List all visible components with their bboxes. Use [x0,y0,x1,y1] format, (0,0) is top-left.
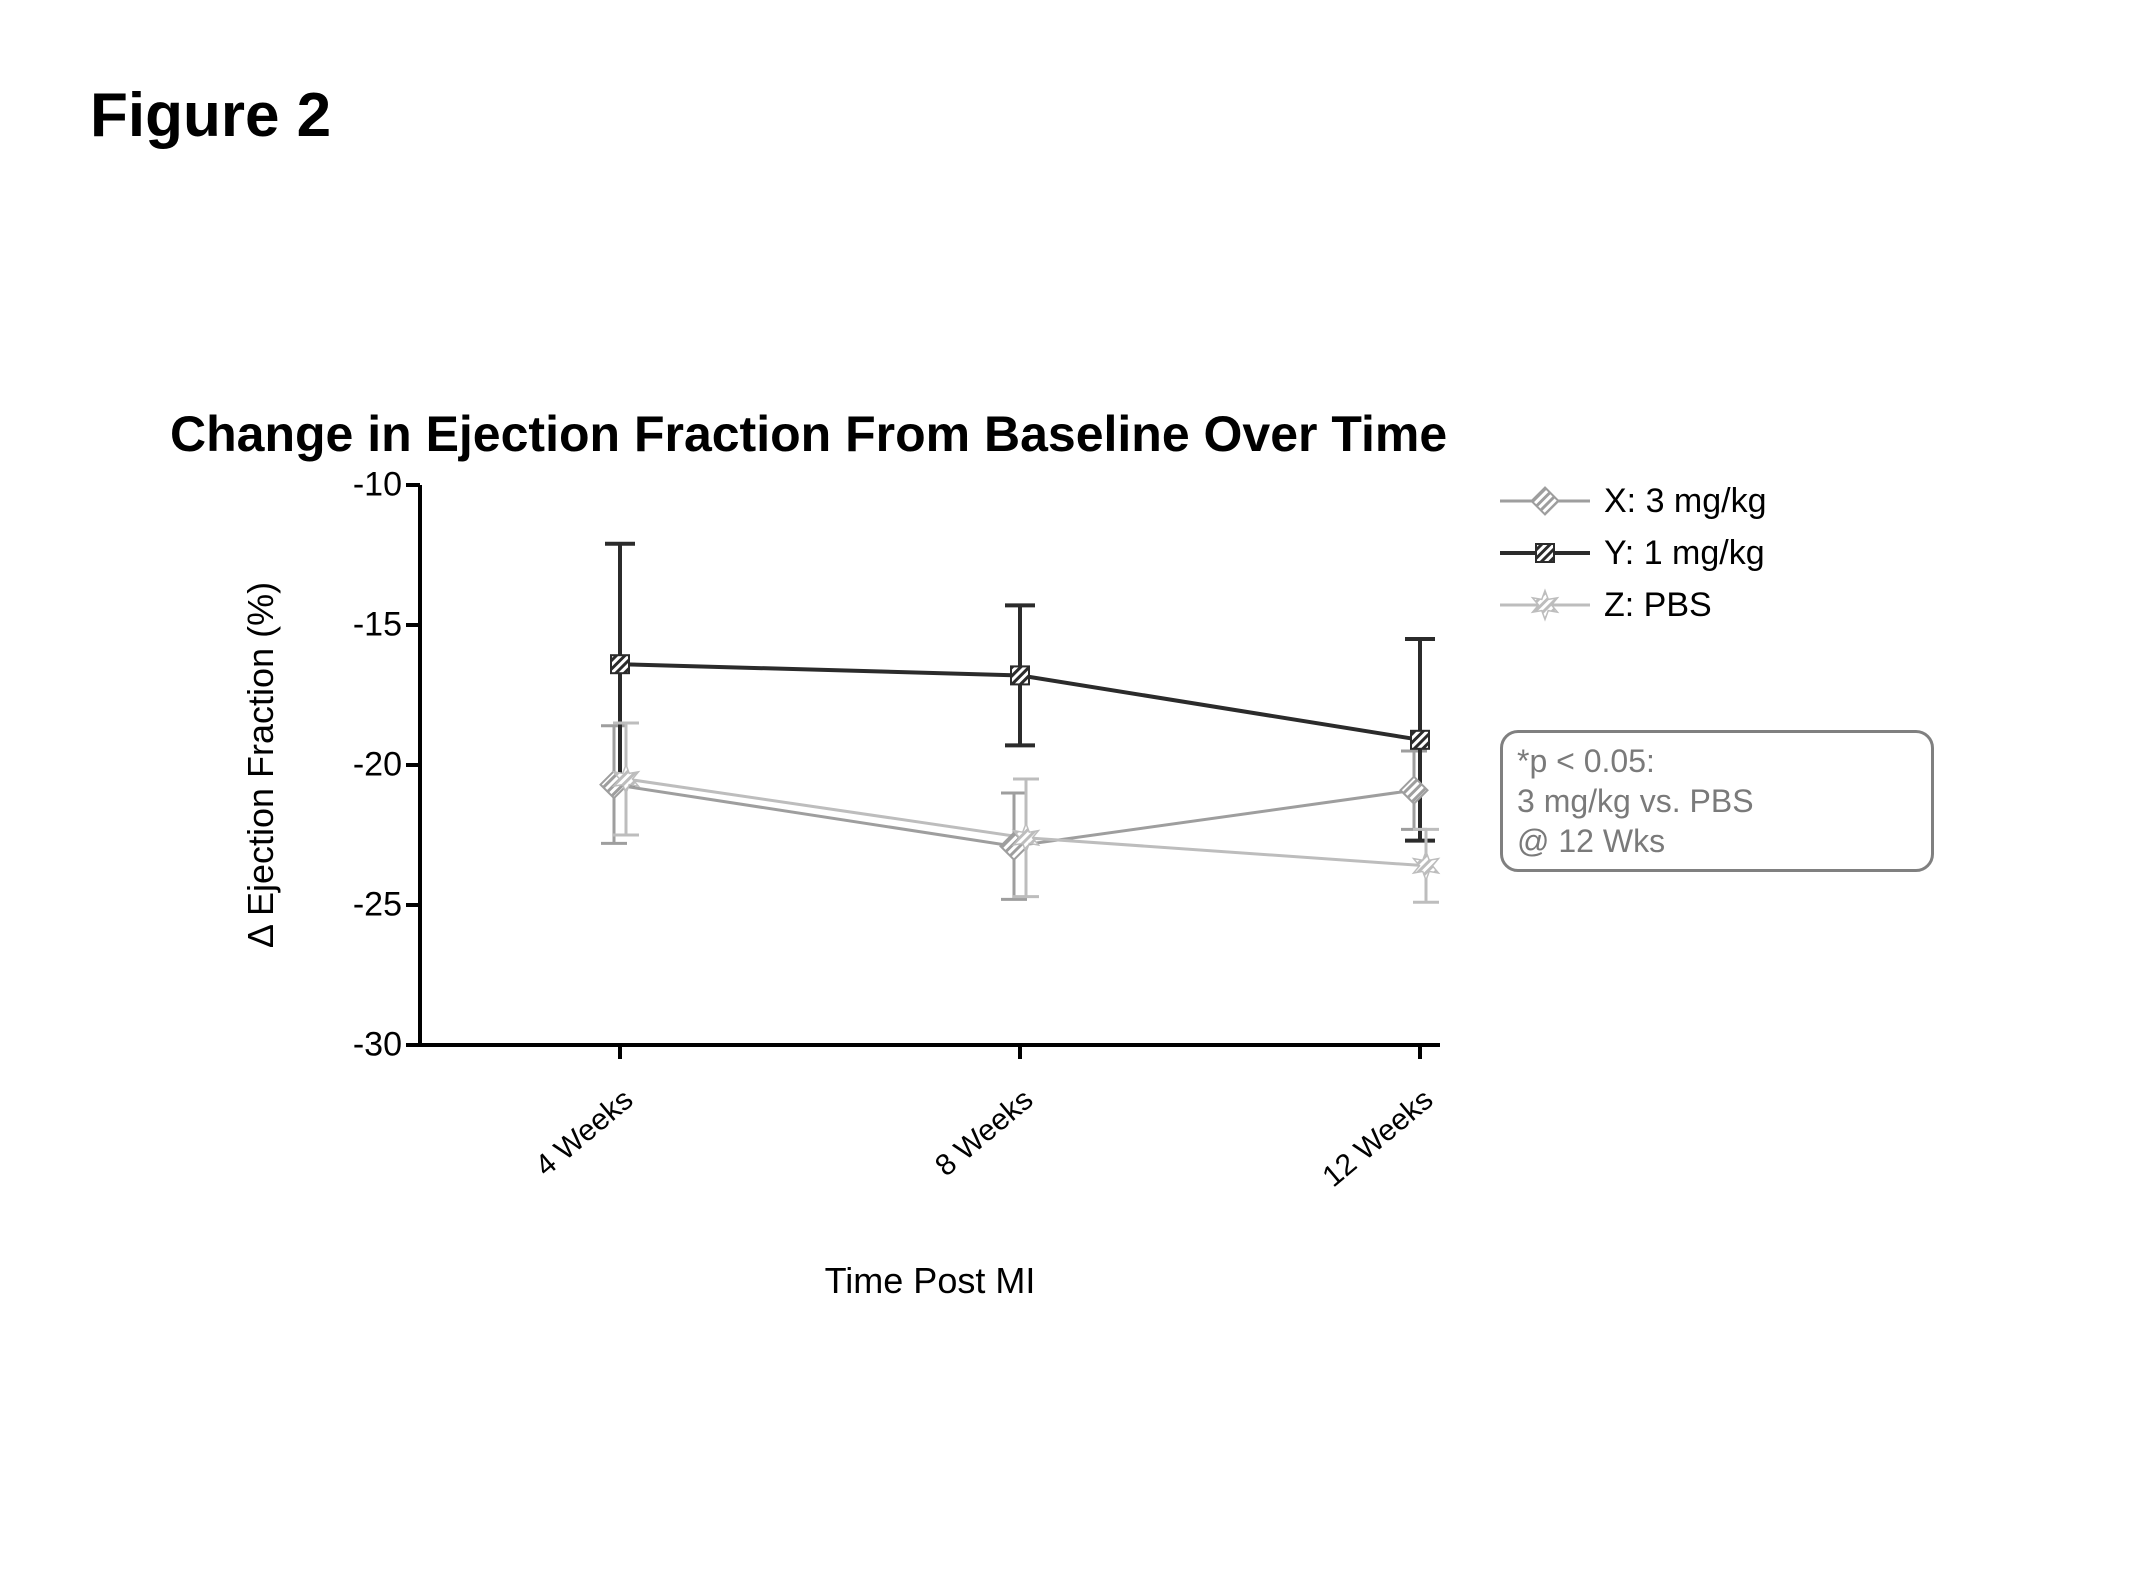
x-tick-label: 4 Weeks [511,1083,640,1199]
series-X [601,726,1427,900]
x-tick-label: 12 Weeks [1311,1083,1440,1199]
legend-swatch-icon [1500,533,1590,573]
legend-swatch-icon [1500,585,1590,625]
plot-svg [420,485,1440,1045]
y-tick-label: -15 [302,606,402,645]
series-Y [605,544,1435,841]
legend-label: Y: 1 mg/kg [1604,534,1765,573]
y-tick-label: -30 [302,1026,402,1065]
legend-swatch-icon [1500,481,1590,521]
legend-item-Y: Y: 1 mg/kg [1500,527,1767,579]
series-Z [613,723,1439,902]
annotation-line: *p < 0.05: [1517,741,1917,781]
x-tick-label: 8 Weeks [911,1083,1040,1199]
chart-title: Change in Ejection Fraction From Baselin… [170,405,1447,463]
legend-item-X: X: 3 mg/kg [1500,475,1767,527]
plot-area [420,485,1440,1045]
figure-label: Figure 2 [90,80,2042,151]
x-axis-label: Time Post MI [420,1260,1440,1302]
legend-label: X: 3 mg/kg [1604,482,1767,521]
annotation-line: 3 mg/kg vs. PBS [1517,781,1917,821]
annotation-box: *p < 0.05:3 mg/kg vs. PBS@ 12 Wks [1500,730,1934,872]
legend-item-Z: Z: PBS [1500,579,1767,631]
annotation-line: @ 12 Wks [1517,821,1917,861]
y-axis-label: Δ Ejection Fraction (%) [240,485,280,1045]
y-tick-label: -20 [302,746,402,785]
legend-label: Z: PBS [1604,586,1712,625]
y-tick-label: -10 [302,466,402,505]
y-tick-label: -25 [302,886,402,925]
legend: X: 3 mg/kg Y: 1 mg/kg Z: PBS [1500,475,1767,631]
